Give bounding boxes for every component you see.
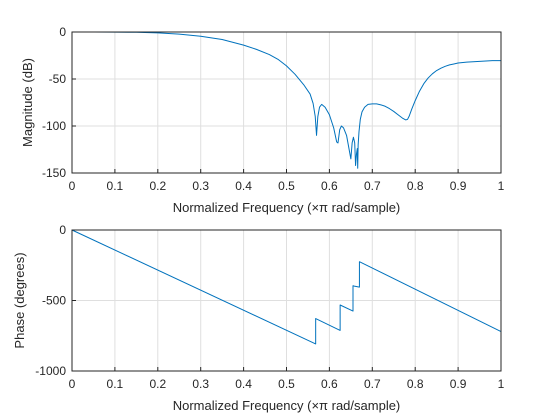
phase-x-tick-label-10: 1 [498, 377, 505, 391]
phase-x-tick-label-6: 0.6 [321, 377, 338, 391]
phase-y-tick-label-0: 0 [59, 223, 66, 237]
magnitude-x-axis-label: Normalized Frequency (×π rad/sample) [173, 200, 401, 215]
phase-x-tick-label-7: 0.7 [364, 377, 381, 391]
phase-x-tick-label-1: 0.1 [107, 377, 124, 391]
magnitude-x-tick-label-2: 0.2 [149, 179, 166, 193]
phase-y-tick-label-1: -500 [42, 294, 66, 308]
magnitude-x-tick-label-10: 1 [498, 179, 505, 193]
magnitude-x-tick-label-8: 0.8 [407, 179, 424, 193]
phase-x-tick-label-9: 0.9 [450, 377, 467, 391]
phase-plot: 0 0.1 0.2 0.3 0.4 0.5 0.6 0.7 0.8 0.9 1 0 -500 -1000 N… [12, 223, 505, 413]
phase-y-tick-label-2: -1000 [35, 364, 66, 378]
magnitude-x-tick-label-3: 0.3 [192, 179, 209, 193]
magnitude-y-tick-label-0: 0 [59, 25, 66, 39]
magnitude-series-line-0 [72, 31, 501, 169]
magnitude-y-tick-label-1: -50 [49, 72, 67, 86]
magnitude-x-tick-label-1: 0.1 [107, 179, 124, 193]
magnitude-plot: 0 0.1 0.2 0.3 0.4 0.5 0.6 0.7 0.8 0.9 1 0 -50 -100 -15… [20, 25, 505, 215]
magnitude-x-tick-label-0: 0 [69, 179, 76, 193]
magnitude-x-tick-label-4: 0.4 [235, 179, 252, 193]
magnitude-x-tick-label-5: 0.5 [278, 179, 295, 193]
phase-x-tick-label-2: 0.2 [149, 377, 166, 391]
magnitude-y-axis-label: Magnitude (dB) [20, 58, 35, 147]
phase-x-tick-label-0: 0 [69, 377, 76, 391]
magnitude-x-tick-label-7: 0.7 [364, 179, 381, 193]
magnitude-x-tick-label-9: 0.9 [450, 179, 467, 193]
phase-x-axis-label: Normalized Frequency (×π rad/sample) [173, 398, 401, 413]
phase-x-tick-label-8: 0.8 [407, 377, 424, 391]
magnitude-y-tick-label-3: -150 [42, 166, 66, 180]
magnitude-x-tick-label-6: 0.6 [321, 179, 338, 193]
phase-x-tick-label-3: 0.3 [192, 377, 209, 391]
phase-x-tick-label-4: 0.4 [235, 377, 252, 391]
phase-series-line-0 [71, 229, 502, 345]
phase-y-axis-label: Phase (degrees) [12, 252, 27, 348]
magnitude-y-tick-label-2: -100 [42, 119, 66, 133]
phase-x-tick-label-5: 0.5 [278, 377, 295, 391]
